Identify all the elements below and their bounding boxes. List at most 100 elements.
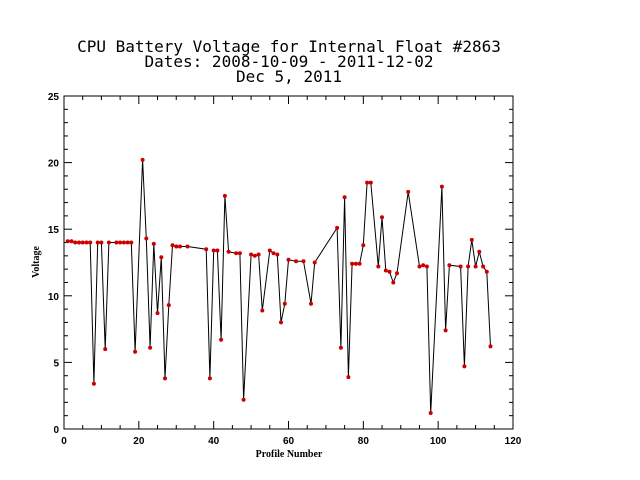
- chart-title-block: CPU Battery Voltage for Internal Float #…: [77, 37, 501, 86]
- data-point: [241, 397, 246, 402]
- x-tick-label: 20: [133, 436, 145, 447]
- data-point: [73, 240, 78, 245]
- data-point: [477, 249, 482, 254]
- chart-subtitle-dates: Dates: 2008-10-09 - 2011-12-02: [145, 52, 434, 71]
- data-point: [357, 261, 362, 266]
- data-point: [204, 247, 209, 252]
- data-point: [466, 264, 471, 269]
- data-point: [484, 269, 489, 274]
- data-point: [144, 236, 149, 241]
- data-point: [342, 195, 347, 200]
- data-point: [350, 261, 355, 266]
- data-point: [346, 375, 351, 380]
- data-point: [271, 251, 276, 256]
- data-point: [170, 243, 175, 248]
- data-point: [237, 251, 242, 256]
- data-point: [222, 193, 227, 198]
- y-tick-label: 10: [48, 292, 60, 303]
- data-point: [294, 259, 298, 264]
- data-point: [424, 264, 429, 269]
- data-point: [155, 311, 160, 316]
- data-point: [286, 257, 291, 262]
- data-point: [129, 240, 134, 245]
- x-tick-label: 100: [430, 436, 447, 447]
- data-point: [114, 240, 119, 245]
- data-point: [267, 248, 272, 253]
- data-point: [88, 240, 93, 245]
- data-point: [207, 376, 212, 381]
- data-point: [439, 184, 444, 189]
- y-tick-label: 20: [48, 159, 60, 170]
- data-point: [256, 252, 261, 257]
- data-point: [260, 308, 265, 313]
- data-point: [125, 240, 130, 245]
- chart-subtitle-date: Dec 5, 2011: [236, 67, 342, 86]
- data-point: [380, 215, 384, 220]
- data-point: [118, 240, 123, 245]
- data-point: [312, 260, 317, 265]
- data-point: [391, 280, 396, 285]
- data-point: [69, 239, 74, 244]
- data-point: [226, 249, 231, 254]
- data-point: [252, 253, 257, 258]
- data-point: [159, 255, 164, 260]
- data-point: [77, 240, 81, 245]
- x-tick-label: 120: [505, 436, 522, 447]
- data-point: [458, 264, 463, 269]
- data-point: [428, 411, 433, 415]
- data-point: [338, 345, 343, 350]
- data-point: [353, 261, 358, 266]
- data-point: [365, 180, 370, 185]
- chart-title: CPU Battery Voltage for Internal Float #…: [77, 37, 501, 56]
- data-point: [151, 241, 156, 246]
- data-point: [95, 240, 100, 245]
- data-point: [421, 263, 426, 268]
- data-point: [91, 381, 96, 386]
- data-point: [174, 244, 179, 249]
- data-point: [148, 345, 153, 350]
- y-tick-label: 25: [48, 92, 60, 103]
- y-tick-label: 15: [48, 225, 60, 236]
- y-tick-label: 0: [53, 425, 59, 436]
- data-point: [103, 347, 108, 352]
- data-point: [84, 240, 89, 245]
- data-point: [473, 264, 478, 269]
- data-point: [106, 240, 111, 245]
- data-point: [361, 243, 366, 248]
- data-point: [335, 225, 340, 230]
- data-point: [417, 264, 422, 269]
- data-point: [383, 268, 388, 273]
- data-point: [279, 320, 283, 325]
- data-point: [376, 264, 381, 269]
- y-axis-label: Voltage: [31, 246, 42, 278]
- series-points-group: [65, 157, 493, 415]
- data-point: [481, 264, 486, 269]
- series-line-group: [67, 159, 491, 414]
- data-point: [211, 248, 216, 253]
- data-point: [462, 364, 467, 369]
- data-point: [395, 271, 399, 276]
- data-point: [133, 349, 138, 354]
- data-point: [406, 189, 411, 194]
- data-point: [301, 259, 306, 264]
- data-point: [215, 248, 220, 253]
- x-tick-label: 0: [61, 436, 67, 447]
- data-point: [80, 240, 85, 245]
- y-tick-label: 5: [53, 358, 59, 369]
- data-point: [219, 337, 224, 342]
- data-point: [121, 240, 126, 245]
- data-point: [99, 240, 104, 245]
- data-point: [309, 301, 313, 306]
- data-point: [488, 344, 493, 349]
- data-point: [282, 301, 287, 306]
- data-point: [469, 237, 474, 242]
- data-point: [234, 251, 239, 256]
- x-tick-label: 40: [208, 436, 220, 447]
- data-point: [65, 239, 70, 244]
- data-point: [443, 328, 448, 333]
- x-tick-label: 80: [358, 436, 370, 447]
- data-point: [368, 180, 373, 185]
- data-point: [140, 157, 145, 162]
- data-point: [166, 303, 171, 308]
